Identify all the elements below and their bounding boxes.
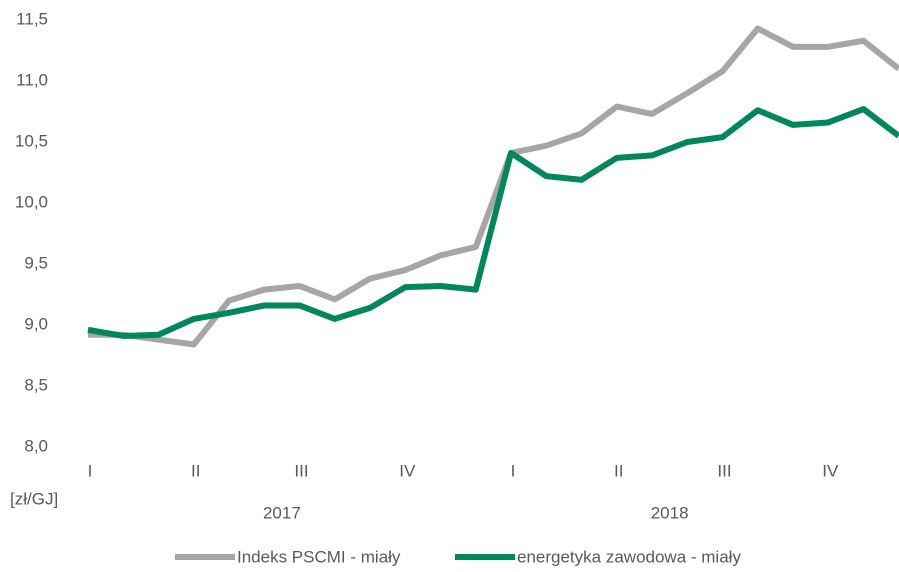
- legend-label: energetyka zawodowa - miały: [517, 547, 741, 566]
- y-axis-label: [zł/GJ]: [10, 489, 58, 508]
- x-tick-label: III: [717, 461, 731, 480]
- y-tick-label: 9,5: [24, 253, 48, 272]
- y-tick-label: 8,5: [24, 375, 48, 394]
- x-tick-label: II: [614, 461, 623, 480]
- x-tick-label: IV: [399, 461, 416, 480]
- year-label: 2017: [263, 503, 301, 522]
- x-tick-label: III: [294, 461, 308, 480]
- y-tick-label: 9,0: [24, 314, 48, 333]
- y-tick-label: 11,0: [16, 70, 48, 89]
- series-line: [87, 106, 899, 339]
- y-tick-label: 11,5: [16, 9, 48, 28]
- x-tick-label: IV: [822, 461, 839, 480]
- year-label: 2018: [651, 503, 689, 522]
- y-tick-label: 10,0: [15, 192, 48, 211]
- y-tick-label: 8,0: [24, 436, 48, 455]
- legend-label: Indeks PSCMI - miały: [237, 547, 401, 566]
- x-tick-label: I: [88, 461, 93, 480]
- x-tick-label: II: [191, 461, 200, 480]
- y-tick-label: 10,5: [15, 131, 48, 150]
- x-tick-label: I: [511, 461, 516, 480]
- series-line: [88, 25, 899, 348]
